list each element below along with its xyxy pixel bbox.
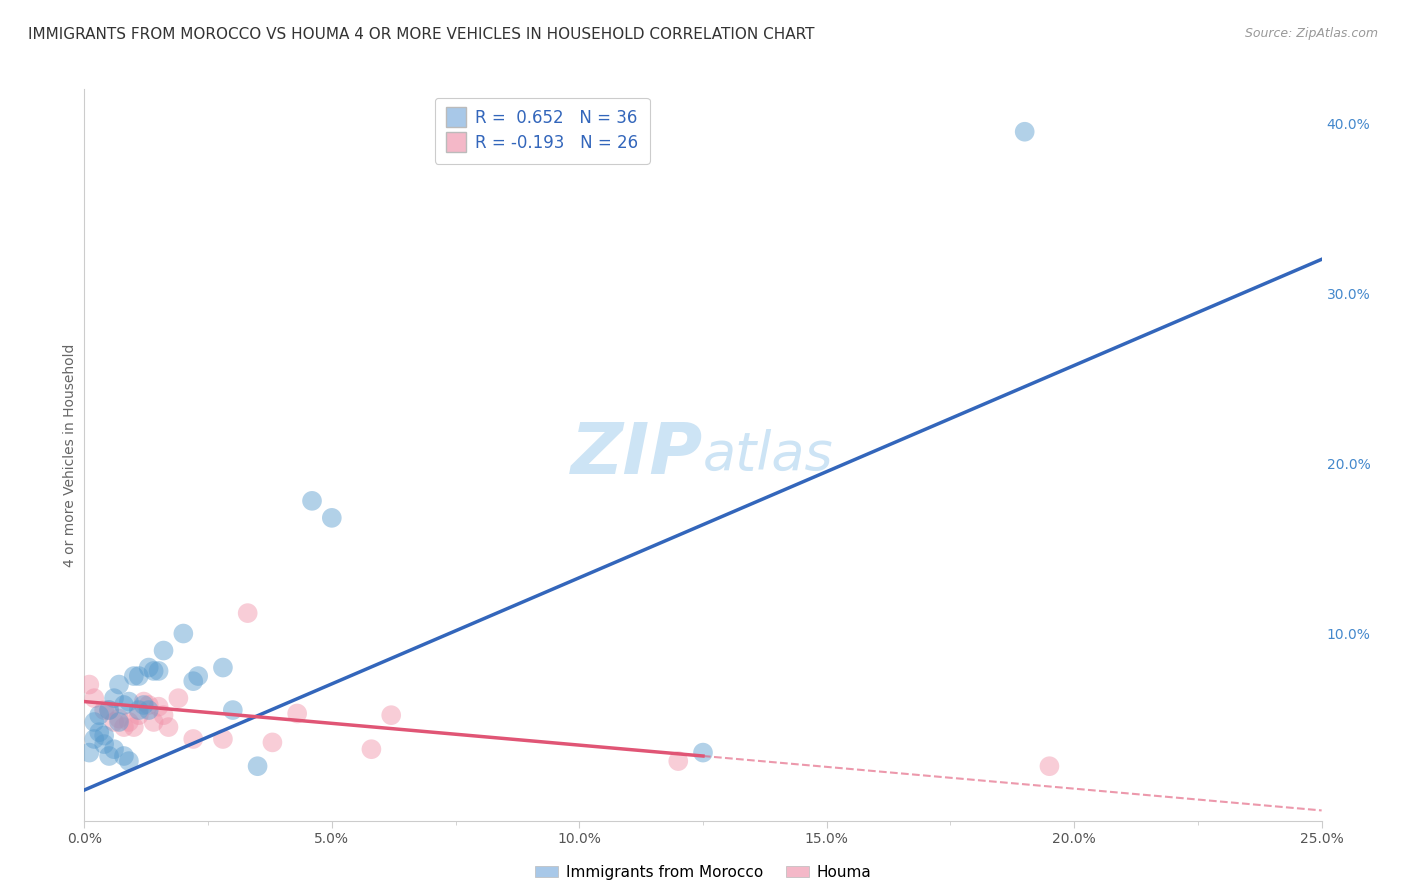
Point xyxy=(98,749,121,764)
Point xyxy=(167,691,190,706)
Point xyxy=(83,731,105,746)
Point xyxy=(212,660,235,674)
Point xyxy=(152,643,174,657)
Point xyxy=(128,669,150,683)
Point xyxy=(152,708,174,723)
Point xyxy=(79,677,101,691)
Point xyxy=(301,493,323,508)
Point xyxy=(157,720,180,734)
Point xyxy=(79,746,101,760)
Point xyxy=(692,746,714,760)
Point xyxy=(142,664,165,678)
Point xyxy=(89,708,111,723)
Point xyxy=(93,703,115,717)
Point xyxy=(285,706,308,721)
Point xyxy=(108,714,131,729)
Text: IMMIGRANTS FROM MOROCCO VS HOUMA 4 OR MORE VEHICLES IN HOUSEHOLD CORRELATION CHA: IMMIGRANTS FROM MOROCCO VS HOUMA 4 OR MO… xyxy=(28,27,814,42)
Point xyxy=(122,720,145,734)
Point xyxy=(108,677,131,691)
Point xyxy=(103,742,125,756)
Point xyxy=(132,695,155,709)
Point xyxy=(112,749,135,764)
Point xyxy=(187,669,209,683)
Point xyxy=(89,725,111,739)
Point xyxy=(1038,759,1060,773)
Point xyxy=(98,703,121,717)
Point xyxy=(148,664,170,678)
Point xyxy=(118,695,141,709)
Point xyxy=(321,511,343,525)
Point xyxy=(83,691,105,706)
Text: atlas: atlas xyxy=(703,429,834,481)
Point xyxy=(128,703,150,717)
Point xyxy=(666,754,689,768)
Point xyxy=(83,714,105,729)
Point xyxy=(122,669,145,683)
Point xyxy=(1014,125,1036,139)
Point xyxy=(212,731,235,746)
Point xyxy=(360,742,382,756)
Text: ZIP: ZIP xyxy=(571,420,703,490)
Point xyxy=(246,759,269,773)
Point xyxy=(138,660,160,674)
Point xyxy=(98,703,121,717)
Point xyxy=(181,674,204,689)
Point xyxy=(93,737,115,751)
Point xyxy=(138,698,160,712)
Point xyxy=(262,735,284,749)
Legend: Immigrants from Morocco, Houma: Immigrants from Morocco, Houma xyxy=(529,859,877,886)
Point xyxy=(380,708,402,723)
Y-axis label: 4 or more Vehicles in Household: 4 or more Vehicles in Household xyxy=(63,343,77,566)
Point xyxy=(138,703,160,717)
Point xyxy=(132,698,155,712)
Point xyxy=(128,708,150,723)
Point xyxy=(112,720,135,734)
Point xyxy=(118,754,141,768)
Point xyxy=(118,714,141,729)
Point xyxy=(112,698,135,712)
Point xyxy=(103,714,125,729)
Point xyxy=(142,714,165,729)
Point xyxy=(148,699,170,714)
Point xyxy=(103,691,125,706)
Point xyxy=(93,729,115,743)
Text: Source: ZipAtlas.com: Source: ZipAtlas.com xyxy=(1244,27,1378,40)
Point xyxy=(181,731,204,746)
Point xyxy=(108,712,131,726)
Point xyxy=(222,703,245,717)
Point xyxy=(172,626,194,640)
Point xyxy=(236,606,259,620)
